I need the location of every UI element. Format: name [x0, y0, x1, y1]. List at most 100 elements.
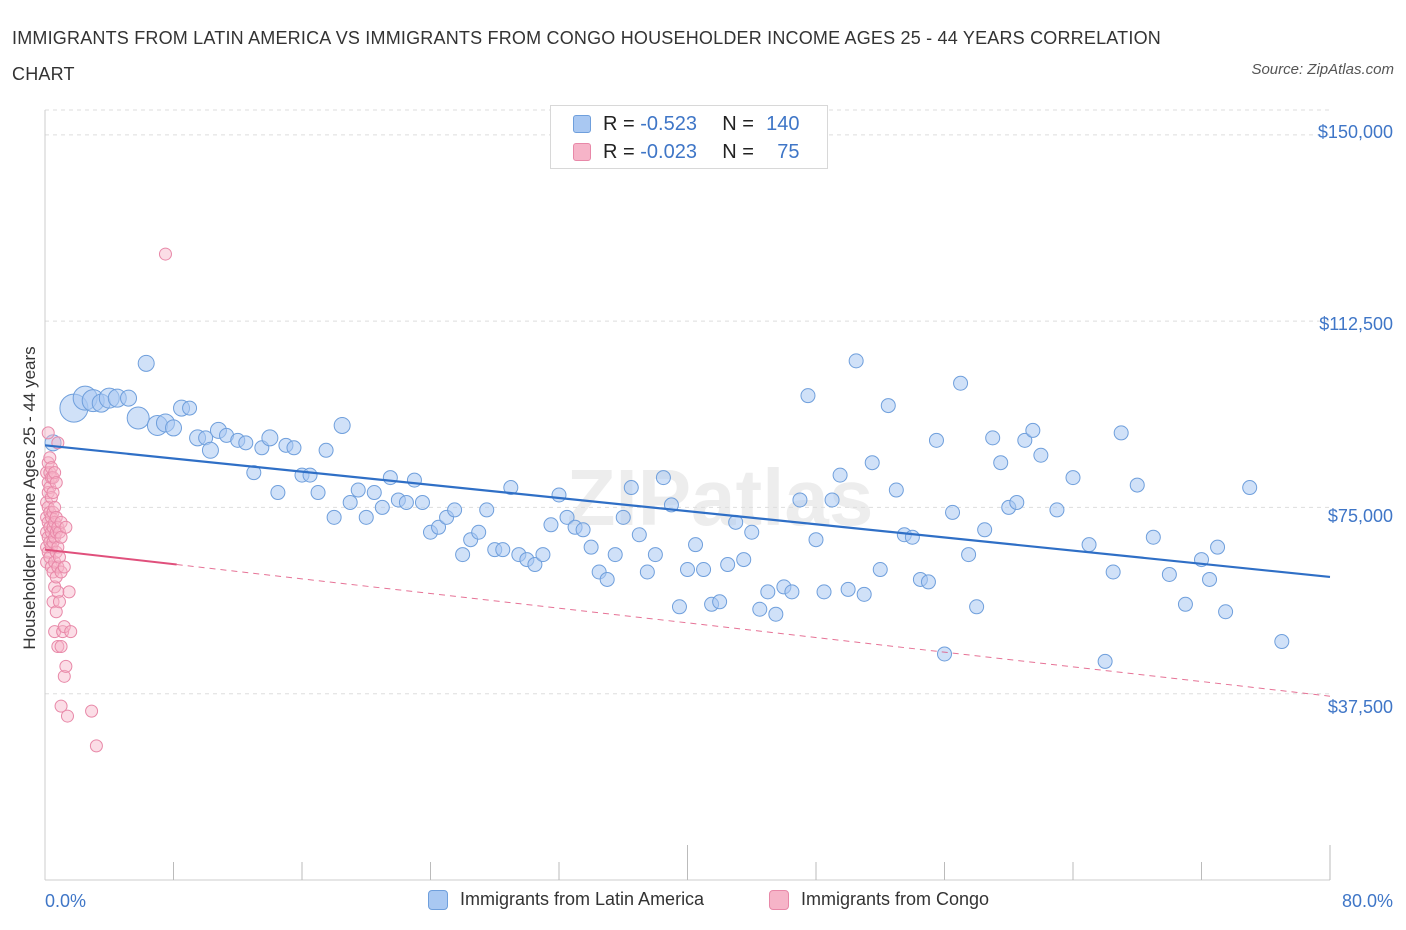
latin-america-point [752, 601, 768, 617]
latin-america-point [302, 467, 318, 483]
axes [44, 110, 1331, 881]
congo-point [43, 535, 57, 549]
legend-r-value: -0.523 [640, 112, 697, 135]
latin-america-point [848, 353, 864, 369]
legend-row-congo: R = -0.023 N = 75 [573, 140, 800, 164]
latin-america-point [961, 547, 977, 563]
congo-point [40, 495, 54, 509]
latin-america-point [937, 646, 952, 662]
latin-america-point [1242, 480, 1258, 496]
latin-america-point [120, 389, 138, 407]
latin-america-point [631, 527, 647, 543]
latin-america-point [1218, 604, 1234, 620]
congo-point [49, 510, 63, 524]
latin-america-point [318, 442, 334, 458]
latin-america-point [126, 406, 150, 430]
latin-america-point [559, 509, 575, 525]
latin-america-point [800, 388, 816, 404]
latin-america-point [1009, 494, 1025, 510]
latin-america-point [864, 455, 880, 471]
legend-n-value: 140 [766, 112, 800, 135]
latin-america-point [744, 524, 760, 540]
latin-america-point [680, 562, 695, 578]
bottom-legend-label: Immigrants from Latin America [460, 889, 705, 909]
congo-point [51, 640, 65, 654]
latin-america-point [1113, 425, 1129, 441]
congo-point [85, 704, 99, 718]
legend-row-latin-america: R = -0.523 N = 140 [573, 112, 800, 136]
legend-r-label: R = [603, 112, 635, 135]
latin-america-point [760, 584, 776, 600]
congo-point [54, 515, 68, 529]
latin-america-point [615, 509, 631, 525]
latin-america-point [503, 480, 519, 496]
congo-point [49, 605, 63, 619]
y-tick-label-75000: $75,000 [1327, 506, 1393, 526]
latin-america-point [342, 494, 358, 510]
latin-america-point [993, 455, 1009, 471]
legend-n-label: N = [722, 112, 754, 135]
latin-america-point [880, 398, 896, 414]
latin-america-point [447, 502, 463, 518]
latin-america-point [535, 547, 551, 563]
latin-america-point [543, 517, 559, 533]
latin-america-point [575, 522, 591, 538]
latin-america-point [1105, 564, 1121, 580]
trend-line-latin-america [44, 444, 1331, 579]
trend-line-congo-solid [44, 548, 177, 566]
latin-america-point [137, 354, 155, 372]
latin-america-point [969, 599, 985, 615]
congo-point [60, 709, 74, 723]
congo-point [46, 535, 60, 549]
congo-point [57, 620, 71, 634]
latin-america-point [479, 502, 495, 518]
congo-point [41, 426, 55, 440]
latin-america-point [1049, 502, 1065, 518]
congo-point [158, 247, 172, 261]
latin-america-point [792, 492, 808, 508]
latin-america-point [920, 574, 936, 590]
latin-america-point [655, 470, 671, 486]
congo-point [44, 490, 58, 504]
trend-lines [44, 444, 1331, 697]
latin-america-point [1065, 470, 1081, 486]
y-tick-label-112500: $112,500 [1319, 314, 1393, 334]
latin-america-point [551, 487, 567, 503]
y-tick-label-37500: $37,500 [1327, 697, 1393, 717]
latin-america-point [904, 529, 920, 545]
latin-america-point [840, 581, 856, 597]
bottom-legend-congo: Immigrants from Congo [769, 889, 989, 910]
latin-america-point [824, 492, 840, 508]
congo-point [89, 739, 103, 753]
latin-america-point [495, 542, 511, 558]
latin-america-point [1025, 422, 1041, 438]
latin-america-point [1097, 653, 1113, 669]
congo-point [49, 476, 63, 490]
latin-america-point [350, 482, 366, 498]
latin-america-point [816, 584, 832, 600]
congo-point [46, 486, 60, 500]
congo-point [57, 560, 71, 574]
latin-america-point [270, 485, 286, 501]
latin-america-point [712, 594, 728, 610]
latin-america-point [720, 557, 736, 573]
latin-america-point [1033, 447, 1049, 463]
latin-america-point [872, 562, 888, 578]
latin-america-point [583, 539, 599, 555]
latin-america-point [977, 522, 993, 538]
latin-america-point [1129, 477, 1145, 493]
latin-america-point [736, 552, 752, 568]
latin-america-point [985, 430, 1001, 446]
legend-n-value: 75 [777, 140, 800, 163]
legend-n-label: N = [722, 140, 754, 163]
latin-america-point [201, 441, 219, 459]
latin-america-point [406, 472, 422, 488]
congo-point [57, 669, 71, 683]
latin-america-point [431, 519, 447, 535]
bottom-legend-latin-america: Immigrants from Latin America [428, 889, 704, 910]
source-label: Source: ZipAtlas.com [1251, 61, 1394, 78]
latin-america-point [1210, 539, 1226, 555]
congo-point [48, 466, 62, 480]
latin-america-point [414, 494, 430, 510]
